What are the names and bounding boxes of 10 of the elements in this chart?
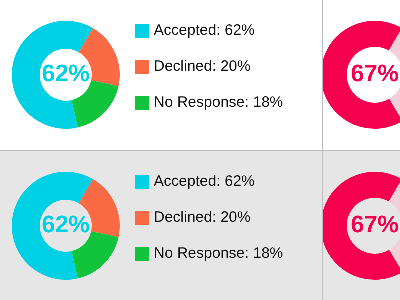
text: 67% <box>350 212 400 239</box>
legend-label: No Response: 18% <box>154 94 284 111</box>
legend-label: Declined: 20% <box>154 58 251 75</box>
text: 62% <box>42 60 90 88</box>
text: 67% <box>350 60 400 88</box>
legend-label: Declined: 20% <box>154 209 251 226</box>
text: 62% <box>42 212 90 239</box>
legend-label: No Response: 18% <box>154 245 284 262</box>
legend-label: Accepted: 62% <box>154 22 255 39</box>
legend-label: Accepted: 62% <box>154 173 255 190</box>
